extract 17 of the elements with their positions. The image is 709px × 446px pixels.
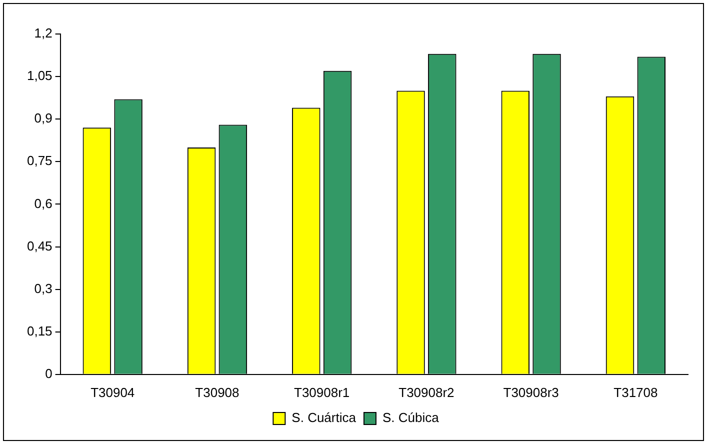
y-tick-label: 0,6 [34,196,52,211]
y-tick-label: 1,2 [34,26,52,41]
y-tick-label: 0,9 [34,110,52,126]
x-tick-label: T31708 [614,384,658,400]
x-tick-label: T30908r2 [398,384,454,400]
y-tick-label: 0,45 [26,238,52,254]
legend-label: S. Cúbica [382,410,440,426]
x-tick-label: T30904 [90,384,135,400]
legend-label: S. Cuártica [292,410,357,426]
x-tick-label: T30908 [195,384,240,400]
y-tick-label: 0,75 [26,153,52,168]
x-tick-label: T30908r3 [503,384,559,400]
y-tick-label: 0,3 [34,280,52,296]
y-tick-label: 1,05 [26,68,52,84]
x-tick-label: T30908r1 [294,384,350,400]
y-tick-label: 0 [45,366,52,381]
y-tick-label: 0,15 [26,323,52,338]
